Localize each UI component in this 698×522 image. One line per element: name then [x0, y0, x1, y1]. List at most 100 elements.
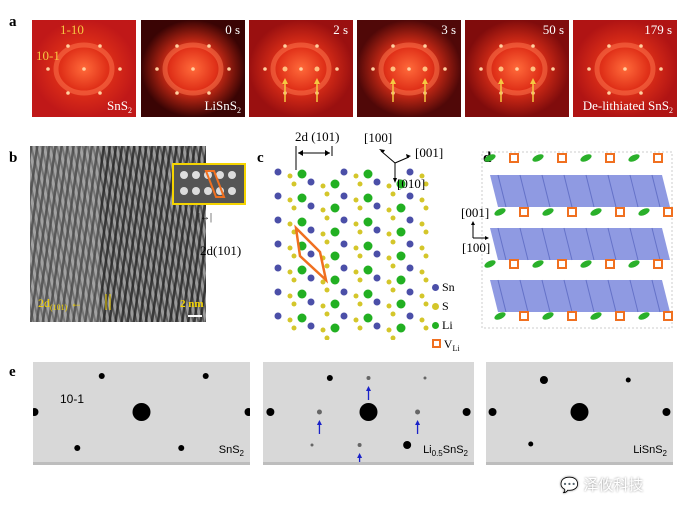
s-atom	[357, 205, 363, 211]
arrow-icon	[316, 420, 322, 434]
s-atom	[423, 277, 429, 283]
li-atom	[638, 312, 650, 320]
phase-caption: De-lithiated SnS2	[582, 98, 673, 115]
sn-atom	[274, 216, 282, 224]
spacing-arrow	[295, 146, 333, 170]
s-atom	[291, 277, 297, 283]
li-atom	[330, 323, 340, 333]
li-atom	[590, 312, 602, 320]
s-atom	[423, 229, 429, 235]
s-atom	[320, 279, 326, 285]
s-atom	[324, 335, 330, 340]
sn-atom	[274, 168, 282, 176]
li-atom	[396, 227, 406, 237]
li-atom	[297, 217, 307, 227]
hrtem-inset	[172, 163, 246, 205]
lattice-spacing-label: 2d(101) ←	[38, 296, 83, 312]
time-label: 0 s	[225, 22, 240, 37]
sn-atom	[307, 226, 315, 234]
diffraction-spot	[366, 376, 371, 380]
diffraction-spot	[488, 408, 497, 416]
s-atom	[390, 311, 396, 317]
s-atom	[386, 207, 392, 213]
legend-item: Li	[432, 318, 460, 337]
s-atom	[324, 263, 330, 269]
diffraction-spot	[30, 408, 39, 416]
s-atom	[353, 269, 359, 275]
s-atom	[390, 287, 396, 293]
time-label: 50 s	[542, 22, 564, 37]
s-atom	[386, 255, 392, 261]
s-atom	[390, 335, 396, 340]
time-label: 179 s	[644, 22, 672, 37]
s-atom	[353, 221, 359, 227]
sn-atom	[307, 322, 315, 330]
legend-item: Sn	[432, 280, 460, 299]
diffraction-spot	[178, 445, 185, 451]
sn-atom	[406, 216, 414, 224]
legend-item: VLi	[432, 337, 460, 356]
li-vacancy	[605, 153, 615, 163]
diffraction-spot	[357, 443, 362, 447]
sn-atom	[274, 264, 282, 272]
diffraction-spot	[415, 409, 421, 415]
li-atom	[532, 154, 544, 162]
sn-atom	[274, 240, 282, 248]
li-atom	[363, 265, 373, 275]
li-vacancy	[615, 207, 625, 217]
s-atom	[324, 215, 330, 221]
li-atom	[396, 275, 406, 285]
miller-index-label: 10-1	[36, 48, 60, 63]
arrow-icon	[282, 78, 288, 102]
li-atom	[363, 241, 373, 251]
phase-caption: LiSnS2	[204, 98, 241, 115]
li-atom	[330, 251, 340, 261]
li-atom	[297, 169, 307, 179]
s-atom	[353, 293, 359, 299]
s-atom	[357, 277, 363, 283]
sn-atom	[373, 226, 381, 234]
s-atom	[287, 173, 293, 179]
s-atom	[324, 191, 330, 197]
li-vacancy	[509, 153, 519, 163]
li-vacancy	[615, 311, 625, 321]
sn-atom	[307, 298, 315, 306]
diffraction-spot	[98, 373, 105, 379]
s-atom	[357, 301, 363, 307]
li-atom	[532, 260, 544, 268]
li-atom	[396, 323, 406, 333]
sn-atom	[406, 240, 414, 248]
li-atom	[484, 154, 496, 162]
s-atom	[357, 325, 363, 331]
axis-label-d-001: [001]	[461, 205, 490, 220]
li-atom	[590, 208, 602, 216]
sn-atom	[406, 264, 414, 272]
s-atom	[419, 221, 425, 227]
arrow-icon	[415, 420, 421, 434]
li-atom	[638, 208, 650, 216]
li-atom	[330, 275, 340, 285]
s-atom	[320, 183, 326, 189]
sn-atom	[340, 192, 348, 200]
crystal-structure-d	[481, 151, 673, 329]
li-atom	[580, 154, 592, 162]
s-atom	[386, 183, 392, 189]
li-atom	[363, 289, 373, 299]
legend-item: S	[432, 299, 460, 318]
sn-atom	[274, 288, 282, 296]
axes-arrows-d	[471, 221, 489, 240]
li-atom	[297, 193, 307, 203]
phase-caption: SnS2	[107, 98, 132, 115]
diffraction-spot	[462, 408, 471, 416]
s-atom	[419, 293, 425, 299]
li-vacancy	[653, 153, 663, 163]
time-label: 2 s	[333, 22, 348, 37]
fft-frame: 50 s	[465, 20, 569, 117]
s-atom	[353, 245, 359, 251]
watermark: 💬 泽攸科技	[560, 476, 644, 494]
li-atom	[330, 299, 340, 309]
arrow-icon	[498, 78, 504, 102]
arrow-icon	[366, 386, 371, 400]
diffraction-spot	[132, 403, 151, 421]
